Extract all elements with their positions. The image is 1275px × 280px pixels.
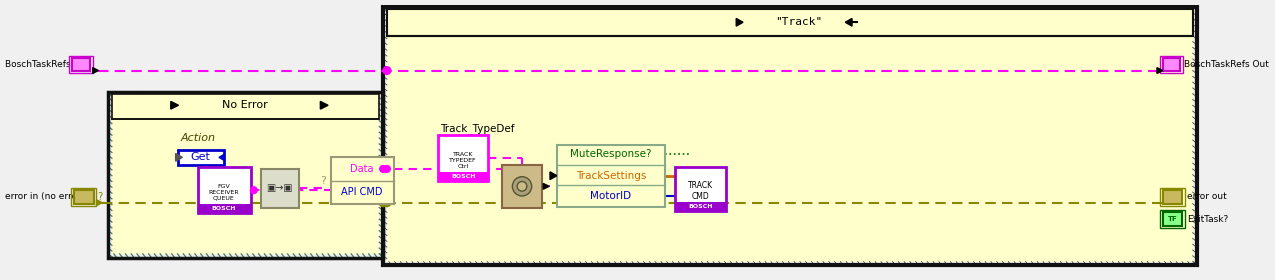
Text: BoschTaskRefs Out: BoschTaskRefs Out (1184, 60, 1269, 69)
Text: BOSCH: BOSCH (212, 206, 236, 211)
Bar (69, 56, 93, 73)
Polygon shape (171, 101, 179, 109)
Bar (73, 58, 89, 71)
Bar (1160, 188, 1184, 206)
Circle shape (513, 177, 532, 196)
Text: TRACK
CMD: TRACK CMD (688, 181, 713, 201)
Text: Track_TypeDef: Track_TypeDef (440, 123, 515, 134)
Text: Action: Action (181, 133, 215, 143)
Polygon shape (543, 183, 550, 189)
Circle shape (382, 199, 391, 207)
Text: BOSCH: BOSCH (688, 204, 713, 209)
Text: BoschTaskRefs In: BoschTaskRefs In (5, 60, 82, 69)
Bar (1163, 190, 1182, 204)
Bar (177, 150, 224, 165)
Bar (71, 188, 97, 206)
Polygon shape (219, 155, 224, 160)
Circle shape (380, 165, 386, 172)
Bar (332, 157, 394, 204)
Bar (502, 165, 542, 207)
Text: BOSCH: BOSCH (451, 174, 476, 179)
Text: API CMD: API CMD (342, 187, 382, 197)
Text: "Track": "Track" (775, 17, 822, 27)
Bar (108, 92, 382, 258)
Circle shape (379, 199, 386, 207)
Circle shape (250, 187, 258, 193)
Text: ▣→▣: ▣→▣ (266, 183, 293, 193)
Polygon shape (550, 172, 557, 179)
Polygon shape (97, 200, 102, 206)
Bar (1163, 212, 1182, 226)
Bar (676, 202, 725, 211)
Bar (260, 169, 300, 207)
Bar (386, 11, 1192, 262)
Bar (198, 167, 251, 213)
Text: ExitTask?: ExitTask? (1187, 215, 1228, 224)
Circle shape (384, 165, 390, 172)
Text: Data: Data (351, 164, 374, 174)
Text: Get: Get (191, 152, 210, 162)
Bar (439, 172, 488, 181)
Bar (439, 135, 488, 181)
Polygon shape (845, 18, 852, 26)
Polygon shape (320, 101, 328, 109)
Text: ?: ? (97, 192, 102, 202)
Bar (1160, 56, 1183, 73)
Text: error out: error out (1187, 192, 1227, 201)
Bar (557, 145, 664, 207)
Bar (112, 94, 379, 119)
Bar (1163, 58, 1181, 71)
Bar (1160, 211, 1184, 228)
Polygon shape (1156, 68, 1163, 73)
Polygon shape (93, 68, 98, 73)
Text: error in (no error): error in (no error) (5, 192, 84, 201)
Text: ?: ? (320, 176, 326, 186)
Text: MotorID: MotorID (590, 191, 631, 201)
Text: TRACK
TYPEDEF
Ctrl: TRACK TYPEDEF Ctrl (449, 152, 477, 169)
Circle shape (518, 181, 527, 191)
Text: TF: TF (1168, 216, 1177, 222)
Bar (676, 167, 725, 211)
Text: No Error: No Error (222, 100, 268, 110)
Text: MuteResponse?: MuteResponse? (570, 150, 652, 160)
Polygon shape (176, 153, 182, 161)
Text: TrackSettings: TrackSettings (575, 171, 646, 181)
Bar (382, 7, 1196, 265)
Bar (198, 204, 251, 213)
Polygon shape (736, 18, 743, 26)
Bar (74, 190, 93, 204)
Circle shape (382, 67, 391, 74)
Bar (112, 95, 379, 254)
Text: FGV
RECEIVER
QUEUE: FGV RECEIVER QUEUE (209, 184, 240, 200)
Bar (386, 9, 1192, 36)
